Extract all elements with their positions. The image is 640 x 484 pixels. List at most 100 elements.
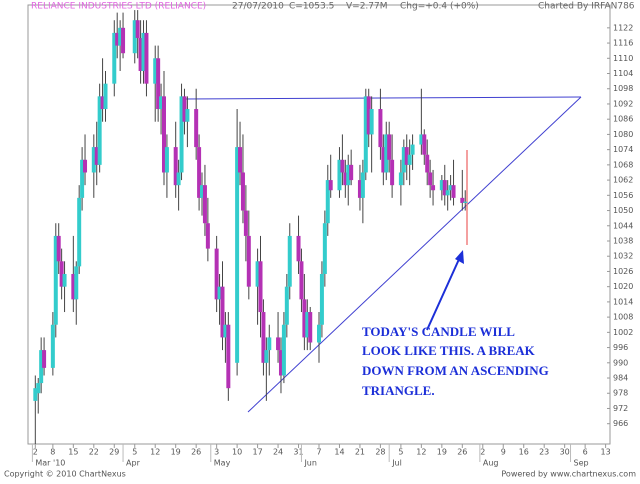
candle-body bbox=[62, 273, 67, 287]
candle-body bbox=[425, 154, 430, 173]
candle-body bbox=[53, 235, 58, 325]
candle-body bbox=[185, 109, 190, 122]
candle-body bbox=[398, 172, 403, 186]
candle-body bbox=[202, 185, 207, 224]
candle-body bbox=[328, 180, 333, 191]
x-tick-label: 5 bbox=[398, 448, 403, 457]
x-tick-label: 19 bbox=[171, 448, 181, 457]
candle-body bbox=[94, 147, 99, 165]
candle-body bbox=[42, 350, 47, 368]
candle-body bbox=[91, 147, 96, 173]
candle-body bbox=[369, 109, 374, 135]
month-label: May bbox=[214, 459, 231, 468]
candle-body bbox=[217, 286, 222, 300]
month-label: Jun bbox=[303, 459, 317, 468]
candle-body bbox=[349, 164, 354, 181]
candle-body bbox=[407, 154, 412, 165]
candle-body bbox=[36, 383, 41, 394]
y-tick-label: 1014 bbox=[613, 297, 633, 306]
x-tick-label: 28 bbox=[375, 448, 385, 457]
x-tick-label: 12 bbox=[150, 448, 160, 457]
candle-body bbox=[240, 172, 245, 211]
y-tick-label: 1074 bbox=[613, 145, 633, 154]
candle-body bbox=[100, 96, 105, 110]
month-label: Aug bbox=[483, 459, 499, 468]
x-tick-label: 6 bbox=[583, 448, 588, 457]
candle-body bbox=[115, 32, 120, 46]
candle-body bbox=[243, 210, 248, 236]
candle-body bbox=[287, 235, 292, 287]
arrow-head bbox=[455, 250, 464, 264]
arrow-shaft bbox=[426, 256, 461, 331]
x-tick-label: 14 bbox=[334, 448, 344, 457]
x-tick-label: 15 bbox=[68, 448, 78, 457]
candle-body bbox=[357, 180, 362, 198]
candle-body bbox=[299, 261, 304, 300]
candle-body bbox=[281, 324, 286, 376]
candle-body bbox=[404, 147, 409, 165]
candle-body bbox=[276, 337, 281, 351]
candle-body bbox=[378, 109, 383, 148]
y-tick-label: 972 bbox=[613, 404, 628, 413]
month-label: Apr bbox=[126, 459, 141, 468]
candle-body bbox=[267, 337, 272, 351]
candle-body bbox=[419, 134, 424, 145]
annotation-line: LOOK LIKE THIS. A BREAK bbox=[362, 343, 536, 358]
y-tick-label: 1116 bbox=[613, 39, 633, 48]
candle-body bbox=[161, 96, 166, 173]
y-tick-label: 1002 bbox=[613, 328, 633, 337]
y-tick-label: 1032 bbox=[613, 252, 633, 261]
candle-body bbox=[182, 96, 187, 122]
y-tick-label: 1044 bbox=[613, 221, 633, 230]
header-date: 27/07/2010 bbox=[232, 2, 284, 12]
candle-body bbox=[445, 190, 450, 196]
support-line bbox=[247, 96, 582, 413]
candle-body bbox=[83, 159, 88, 173]
x-tick-label: 2 bbox=[33, 448, 38, 457]
candle-body bbox=[226, 324, 231, 389]
candle-body bbox=[384, 134, 389, 173]
x-tick-label: 21 bbox=[355, 448, 365, 457]
candle-body bbox=[387, 134, 392, 160]
x-tick-label: 10 bbox=[232, 448, 242, 457]
candle-body bbox=[97, 96, 102, 165]
header-credit: Charted By IRFAN786 bbox=[538, 2, 635, 12]
y-tick-label: 1068 bbox=[613, 160, 633, 169]
candle-body bbox=[390, 159, 395, 186]
candle-body bbox=[366, 96, 371, 135]
y-tick-label: 1122 bbox=[613, 23, 633, 32]
header-volume: V=2.77M bbox=[346, 2, 388, 12]
candle-body bbox=[71, 273, 76, 300]
candle-body bbox=[197, 147, 202, 198]
candle-body bbox=[381, 147, 386, 173]
candle-body bbox=[77, 197, 82, 267]
candle-body bbox=[176, 172, 181, 186]
y-tick-label: 1104 bbox=[613, 69, 633, 78]
footer-copyright: Copyright © 2010 ChartNexus bbox=[4, 470, 126, 479]
candle-body bbox=[59, 261, 64, 287]
annotation-line: TODAY'S CANDLE WILL bbox=[362, 324, 515, 339]
month-label: Mar '10 bbox=[35, 459, 65, 468]
candle-body bbox=[442, 180, 447, 196]
candle-body bbox=[428, 172, 433, 186]
resistance-line bbox=[184, 96, 582, 100]
chart-title: RELIANCE INDUSTRIES LTD (RELIANCE) bbox=[31, 2, 206, 12]
candle-body bbox=[238, 147, 243, 173]
candle-body bbox=[258, 261, 263, 313]
x-tick-label: 9 bbox=[501, 448, 506, 457]
x-tick-label: 31 bbox=[293, 448, 303, 457]
x-tick-label: 19 bbox=[437, 448, 447, 457]
candle-body bbox=[200, 185, 205, 198]
candle-body bbox=[296, 235, 301, 262]
candle-body bbox=[173, 147, 178, 186]
candle-body bbox=[132, 20, 137, 54]
candle-body bbox=[103, 83, 108, 110]
candle-body bbox=[322, 223, 327, 274]
candle-body bbox=[74, 266, 79, 300]
candle-body bbox=[340, 159, 345, 173]
y-tick-label: 1110 bbox=[613, 54, 633, 63]
candle-body bbox=[319, 273, 324, 325]
y-tick-label: 1008 bbox=[613, 313, 633, 322]
